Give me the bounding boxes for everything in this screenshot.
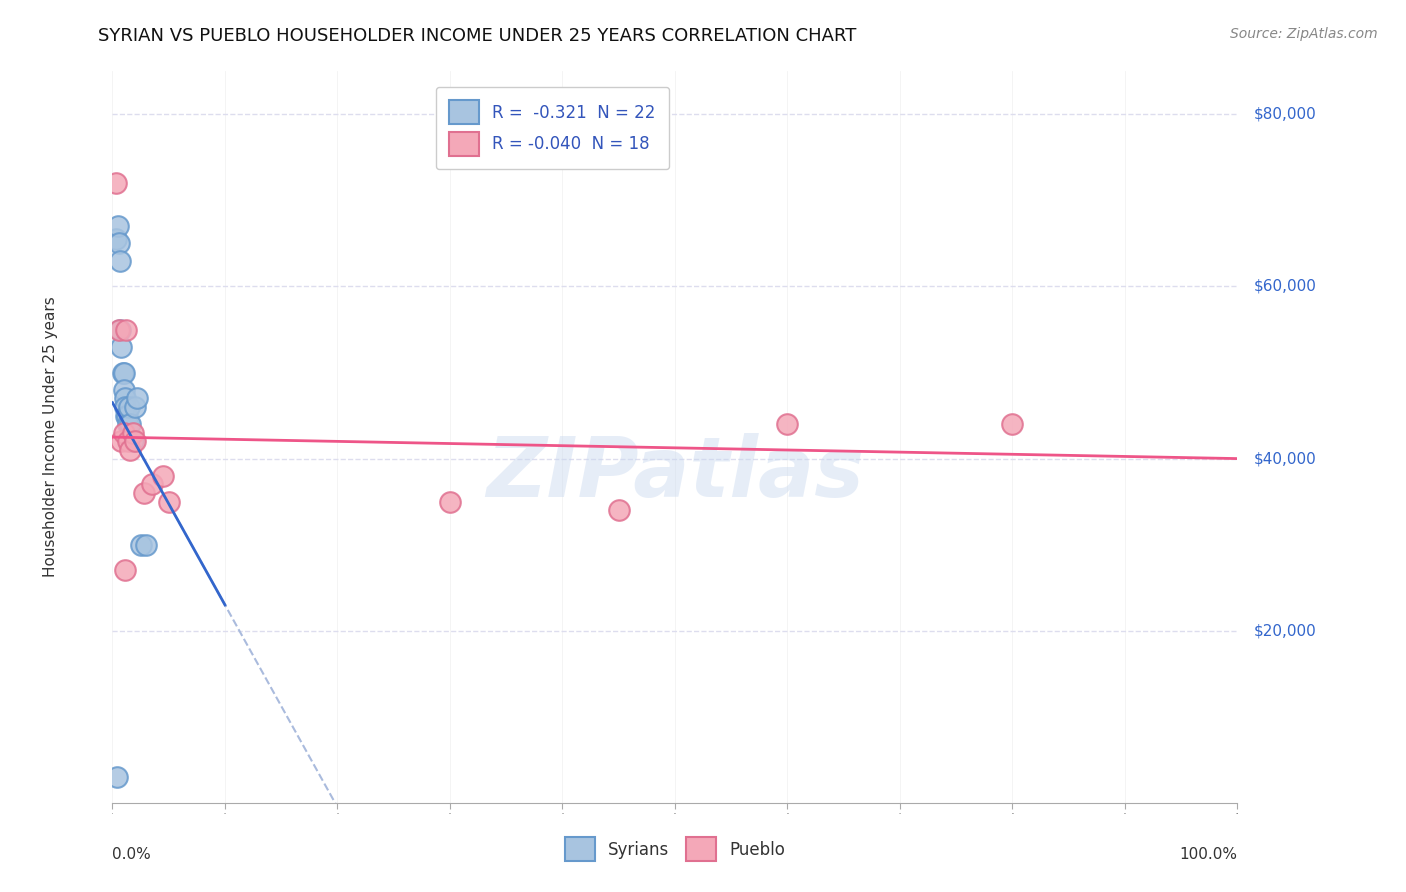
Point: [115, 409, 138, 423]
Point: [120, 417, 142, 432]
Point: [121, 434, 143, 449]
Point: [104, 232, 127, 246]
Point: [152, 468, 174, 483]
Point: [124, 434, 146, 449]
Point: [114, 400, 136, 414]
Point: [110, 340, 132, 354]
Text: 0.0%: 0.0%: [112, 847, 152, 862]
Text: $40,000: $40,000: [1254, 451, 1317, 467]
Point: [132, 486, 155, 500]
Text: 100.0%: 100.0%: [1180, 847, 1237, 862]
Point: [115, 409, 138, 423]
Text: Source: ZipAtlas.com: Source: ZipAtlas.com: [1230, 27, 1378, 41]
Text: $80,000: $80,000: [1254, 107, 1317, 122]
Point: [117, 417, 139, 432]
Point: [129, 538, 152, 552]
Point: [105, 770, 128, 784]
Point: [776, 417, 799, 432]
Text: ZIPatlas: ZIPatlas: [486, 434, 863, 514]
Text: $20,000: $20,000: [1254, 624, 1317, 638]
Point: [115, 322, 138, 336]
Point: [104, 176, 127, 190]
Point: [124, 400, 146, 414]
Legend: Syrians, Pueblo: Syrians, Pueblo: [558, 830, 792, 868]
Point: [120, 442, 142, 457]
Point: [110, 434, 132, 449]
Text: SYRIAN VS PUEBLO HOUSEHOLDER INCOME UNDER 25 YEARS CORRELATION CHART: SYRIAN VS PUEBLO HOUSEHOLDER INCOME UNDE…: [98, 27, 856, 45]
Point: [118, 400, 141, 414]
Point: [111, 366, 134, 380]
Point: [141, 477, 163, 491]
Point: [135, 538, 157, 552]
Point: [114, 564, 136, 578]
Point: [108, 236, 131, 251]
Point: [607, 503, 630, 517]
Point: [157, 494, 180, 508]
Point: [117, 434, 139, 449]
Point: [107, 219, 129, 234]
Point: [110, 322, 132, 336]
Text: Householder Income Under 25 years: Householder Income Under 25 years: [44, 297, 58, 577]
Point: [112, 425, 135, 440]
Text: $60,000: $60,000: [1254, 279, 1317, 294]
Point: [108, 322, 131, 336]
Point: [121, 425, 143, 440]
Point: [439, 494, 461, 508]
Point: [112, 383, 135, 397]
Point: [114, 392, 136, 406]
Point: [1001, 417, 1024, 432]
Point: [127, 392, 149, 406]
Point: [112, 366, 135, 380]
Point: [110, 253, 132, 268]
